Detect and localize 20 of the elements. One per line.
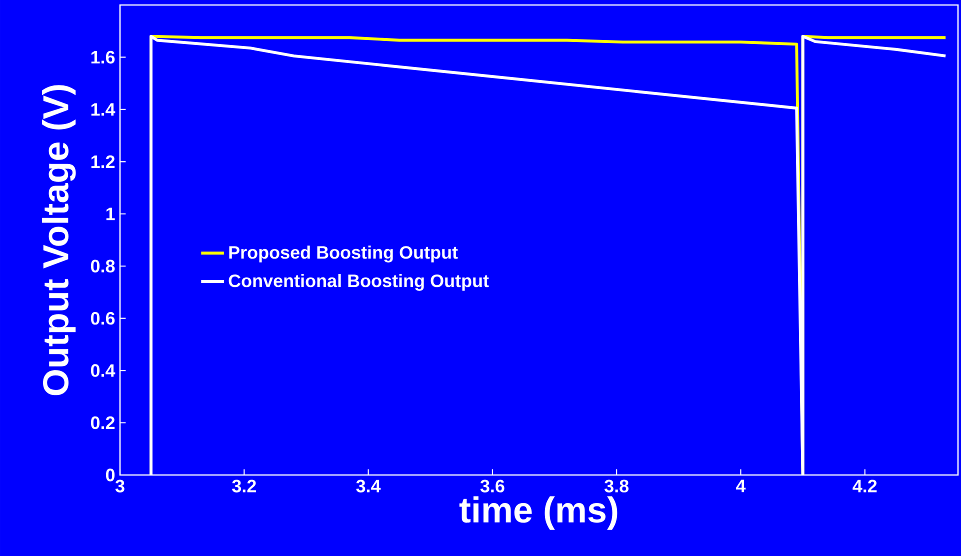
x-tick-label: 3.6 <box>480 480 504 492</box>
x-tick-label: 3.2 <box>232 480 256 492</box>
y-tick-label: 1 <box>106 208 115 220</box>
x-tick-label: 3 <box>115 480 124 492</box>
y-tick-label: 1.2 <box>91 155 115 168</box>
x-tick-label: 3.8 <box>604 480 629 492</box>
legend-label: Conventional Boosting Output <box>228 274 489 291</box>
legend-label: Proposed Boosting Output <box>229 246 458 262</box>
x-tick-label: 4 <box>736 480 746 492</box>
y-tick-label: 0.4 <box>90 364 116 377</box>
x-axis-title: time (ms) <box>459 496 618 530</box>
y-axis-title: Output Voltage (V) <box>42 85 76 396</box>
x-tick-label: 3.4 <box>356 480 381 492</box>
x-tick-label: 4.2 <box>852 480 877 492</box>
y-tick-label: 0.2 <box>90 416 115 430</box>
y-tick-label: 1.6 <box>91 50 115 64</box>
y-tick-label: 0.8 <box>90 260 115 272</box>
y-tick-label: 0.6 <box>90 312 115 325</box>
y-tick-label: 1.4 <box>91 103 116 116</box>
y-tick-label: 0 <box>106 468 115 482</box>
